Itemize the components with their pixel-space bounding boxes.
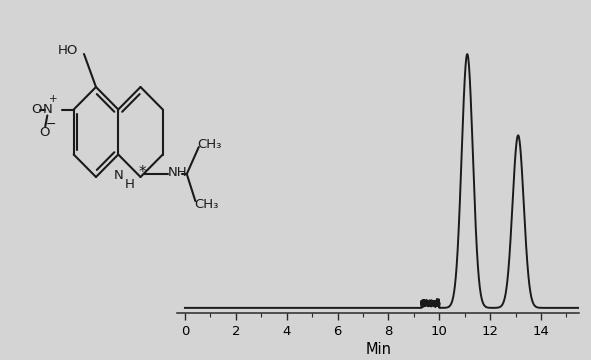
X-axis label: Min: Min	[365, 342, 391, 357]
Text: NH: NH	[168, 166, 187, 179]
Text: CH₃: CH₃	[194, 198, 219, 211]
Text: N: N	[114, 169, 124, 182]
Text: CH₃: CH₃	[197, 138, 222, 150]
Text: O: O	[31, 103, 41, 116]
Text: *: *	[138, 165, 146, 180]
Text: N: N	[43, 103, 53, 116]
Text: O: O	[40, 126, 50, 139]
Text: +: +	[49, 94, 57, 104]
Text: H: H	[125, 178, 135, 191]
Text: −: −	[46, 118, 56, 131]
Text: HO: HO	[57, 45, 77, 58]
